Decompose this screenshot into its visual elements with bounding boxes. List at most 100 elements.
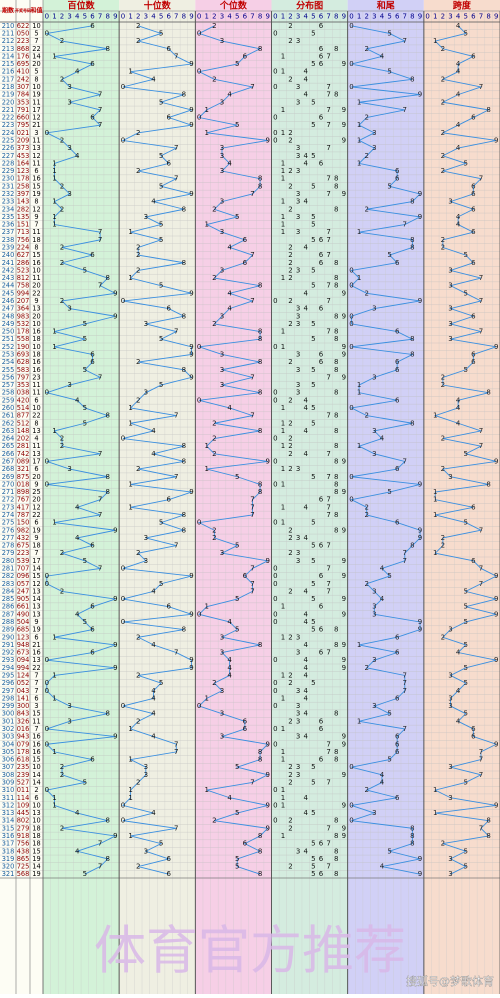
distribution-digit: 6 [319,756,324,764]
period: 293 [2,656,15,664]
draw-number: 135 [17,213,30,221]
digit-header: 0 [273,13,277,21]
distribution-digit: 8 [334,412,338,420]
sum-value: 13 [32,144,40,152]
trend-digit: 2 [441,373,445,381]
trend-digit: 5 [463,519,467,527]
trend-digit: 8 [106,488,110,496]
trend-digit: 8 [182,205,186,213]
trend-digit: 5 [463,603,467,611]
sum-value: 11 [32,442,40,450]
distribution-digit: 9 [342,664,346,672]
period: 305 [2,748,15,756]
distribution-digit: 8 [334,748,338,756]
draw-number: 877 [17,412,30,420]
trend-digit: 7 [174,649,178,657]
trend-digit: 7 [174,748,178,756]
sum-value: 8 [34,198,38,206]
left-bg [0,0,43,994]
trend-digit: 3 [67,98,71,106]
distribution-digit: 3 [296,198,300,206]
period: 226 [2,144,15,152]
distribution-digit: 3 [296,465,300,473]
draw-number: 209 [17,136,30,144]
digit-header: 2 [364,13,368,21]
distribution-digit: 2 [288,778,292,786]
trend-digit: 6 [395,649,400,657]
distribution-digit: 5 [311,121,315,129]
trend-digit: 1 [128,832,132,840]
distribution-digit: 8 [334,488,338,496]
trend-digit: 1 [205,465,209,473]
trend-digit: 0 [197,343,201,351]
trend-digit: 8 [410,198,414,206]
digit-header: 1 [205,13,209,21]
distribution-digit: 3 [296,717,300,725]
trend-digit: 1 [357,442,361,450]
trend-digit: 3 [448,266,452,274]
trend-digit: 2 [364,503,368,511]
period: 298 [2,694,15,702]
trend-digit: 4 [227,671,232,679]
period: 228 [2,159,15,167]
sum-value: 22 [32,412,40,420]
trend-digit: 2 [136,251,140,259]
trend-digit: 7 [98,511,102,519]
period: 317 [2,840,15,848]
distribution-digit: 6 [319,305,324,313]
trend-digit: 7 [403,725,407,733]
trend-digit: 3 [448,282,452,290]
distribution-digit: 8 [334,870,338,878]
draw-number: 151 [17,221,30,229]
draw-number: 583 [17,366,30,374]
trend-digit: 4 [75,534,80,542]
distribution-digit: 8 [334,480,338,488]
period: 268 [2,465,15,473]
period: 253 [2,350,15,358]
trend-digit: 5 [463,679,467,687]
digit-header: 1 [52,13,56,21]
trend-digit: 0 [121,702,125,710]
group-title: 百位数 [68,0,96,12]
distribution-digit: 8 [334,328,338,336]
trend-digit: 9 [494,740,498,748]
trend-digit: 5 [159,282,163,290]
trend-digit: 1 [128,68,132,76]
trend-digit: 6 [166,159,171,167]
digit-header: 1 [433,13,437,21]
distribution-digit: 1 [281,198,285,206]
header-sum: 和值 [29,7,42,15]
trend-digit: 9 [418,213,422,221]
draw-number: 079 [17,740,30,748]
digit-header: 9 [113,13,117,21]
trend-digit: 8 [410,832,414,840]
trend-digit: 0 [121,817,125,825]
distribution-digit: 5 [311,473,315,481]
distribution-digit: 7 [326,503,330,511]
trend-digit: 3 [448,702,452,710]
trend-digit: 5 [235,473,239,481]
trend-digit: 5 [159,152,163,160]
trend-digit: 1 [433,488,437,496]
trend-digit: 9 [494,801,498,809]
trend-digit: 3 [220,37,224,45]
trend-digit: 4 [456,121,461,129]
digit-header: 0 [197,13,201,21]
period: 237 [2,228,15,236]
digit-header: 6 [166,13,171,21]
digit-header: 9 [418,13,422,21]
distribution-digit: 9 [342,610,346,618]
draw-number: 417 [17,503,30,511]
trend-line [350,25,422,875]
draw-number: 618 [17,756,30,764]
sum-value: 14 [32,771,40,779]
sum-value: 12 [32,580,40,588]
distribution-digit: 0 [273,702,277,710]
trend-digit: 0 [121,564,125,572]
trend-digit: 1 [52,221,56,229]
distribution-digit: 8 [334,710,338,718]
trend-digit: 0 [121,83,125,91]
trend-digit: 4 [227,618,232,626]
sum-value: 3 [34,129,38,137]
